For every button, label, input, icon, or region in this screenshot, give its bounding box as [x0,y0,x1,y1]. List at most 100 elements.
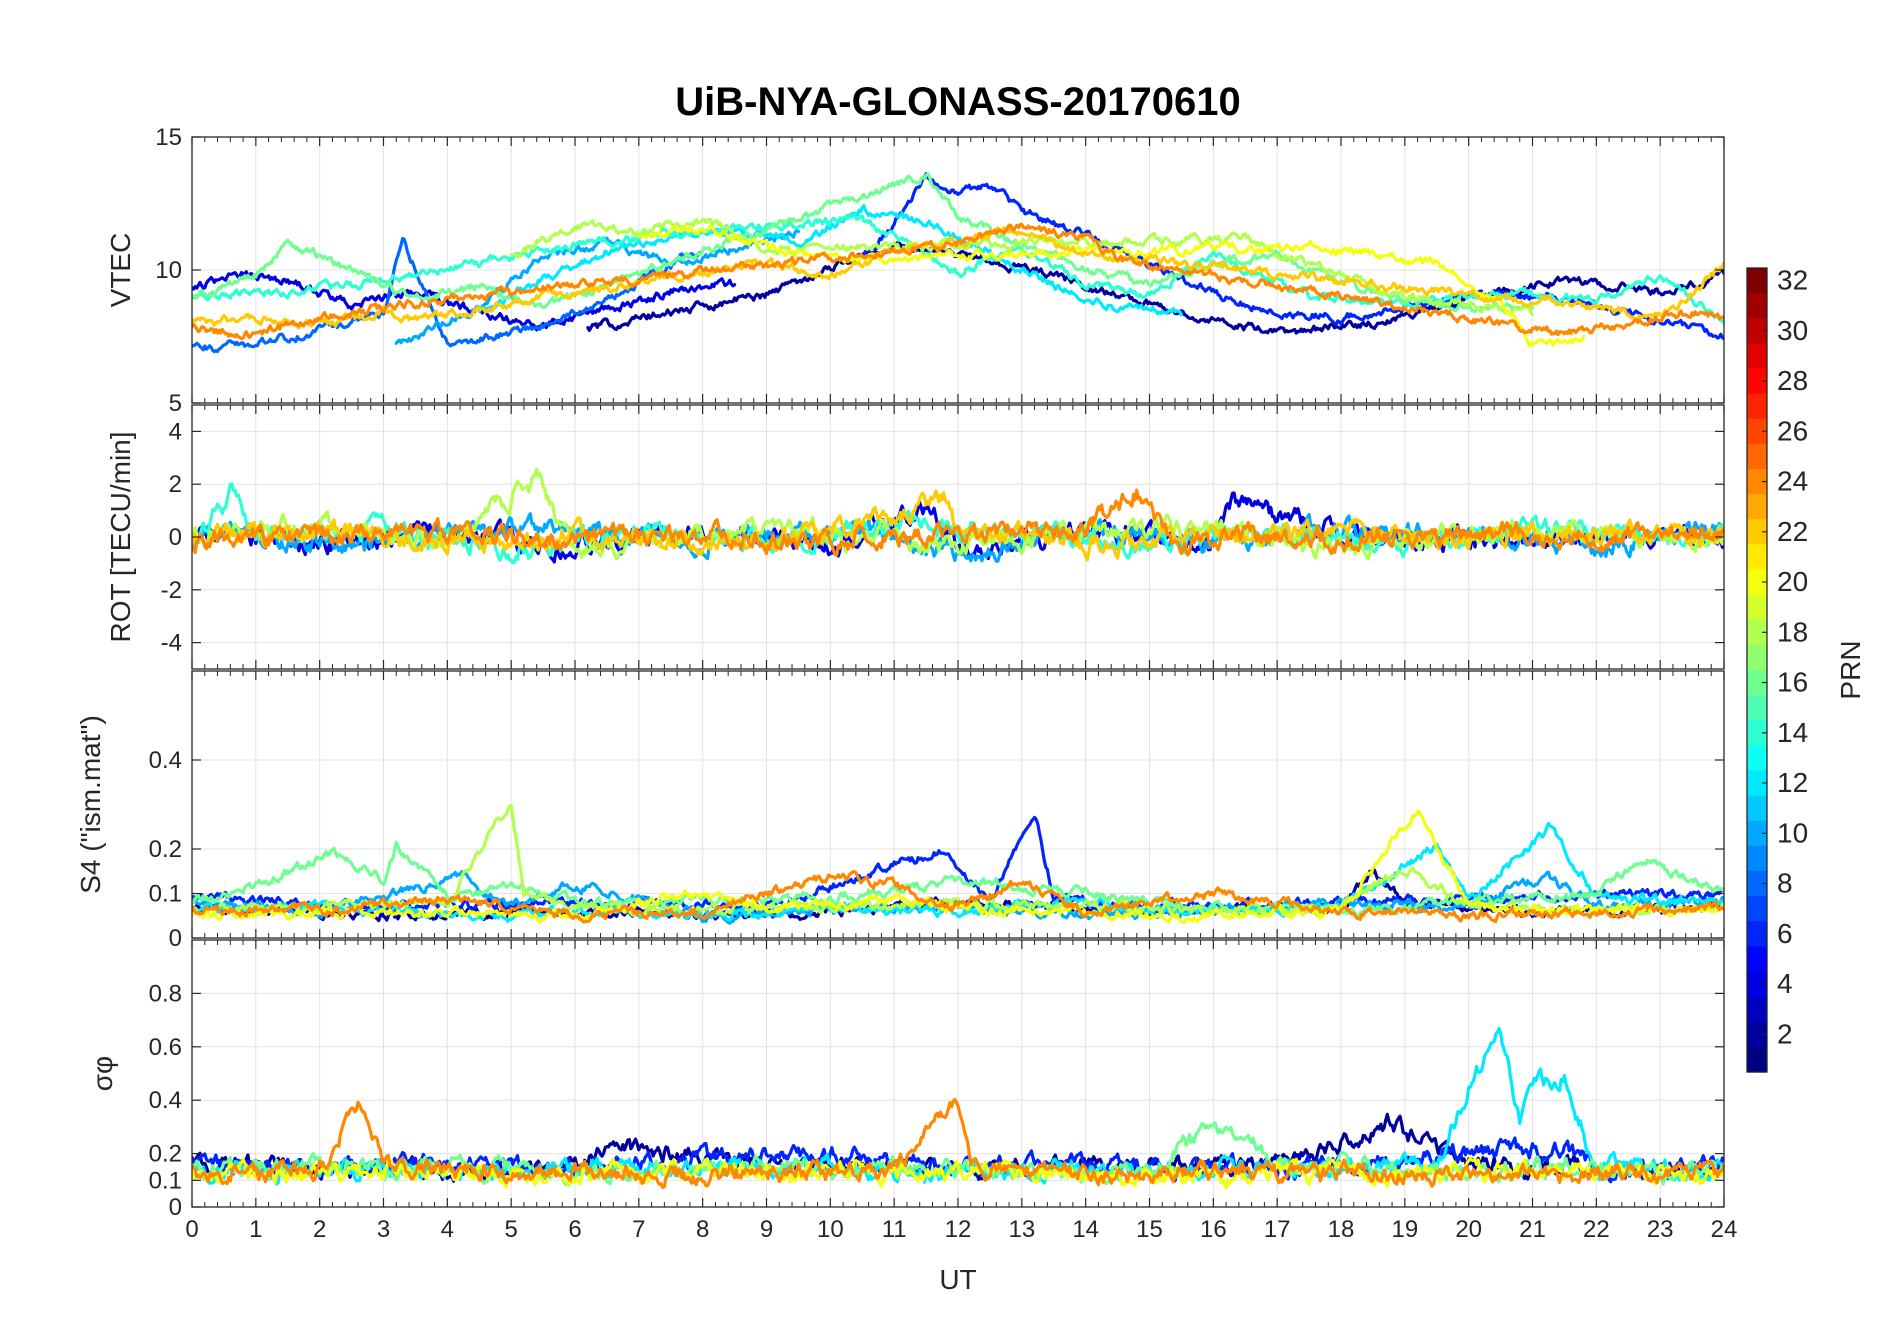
x-tick-label-13: 13 [1008,1216,1035,1243]
series-prn-14-vtec [192,212,1724,326]
y-tick-label-s4-0: 0 [169,925,182,952]
colorbar-swatch-12 [1747,770,1767,797]
colorbar-frame [1746,267,1768,1073]
x-tick-label-17: 17 [1264,1216,1291,1243]
colorbar-tick-label-9: 20 [1777,566,1808,597]
x-tick-label-12: 12 [945,1216,972,1243]
colorbar-swatch-13 [1747,745,1767,772]
x-tick-label-22: 22 [1583,1216,1610,1243]
x-tick-label-5: 5 [504,1216,517,1243]
y-tick-label-rot-0: -4 [161,630,182,657]
series-prn-12-vtec [477,204,1183,317]
series-prn-4-vtec [192,270,737,332]
colorbar-tick-label-10: 22 [1777,516,1808,547]
colorbar-swatch-10 [1747,820,1767,847]
panel-vtec: 5 10 15 VTEC [105,124,1725,417]
x-tick-label-6: 6 [568,1216,581,1243]
colorbar-swatch-6 [1747,921,1767,947]
series-group-sigma-phi [192,1026,1724,1190]
colorbar-tick-label-8: 18 [1777,616,1808,647]
y-tick-label-sigma-phi-4: 0.6 [149,1034,182,1061]
colorbar-swatch-19 [1747,594,1767,621]
series-group-vtec [192,172,1724,354]
colorbar-tick-label-12: 26 [1777,415,1808,446]
y-tick-label-vtec-2: 15 [155,124,182,151]
colorbar-tick-label-14: 30 [1777,315,1808,346]
colorbar-swatch-25 [1747,443,1767,470]
x-tick-label-4: 4 [441,1216,454,1243]
panel-rot: -4 -2 0 2 4 ROT [TECU/min] [105,404,1725,670]
x-tick-label-0: 0 [185,1216,198,1243]
y-tick-label-rot-2: 0 [169,524,182,551]
colorbar-swatch-28 [1747,368,1767,395]
colorbar-swatch-17 [1747,644,1767,671]
colorbar-tick-label-13: 28 [1777,365,1808,396]
x-tick-label-16: 16 [1200,1216,1227,1243]
colorbar-tick-label-6: 14 [1777,717,1808,748]
colorbar-swatch-22 [1747,519,1767,545]
x-tick-label-14: 14 [1072,1216,1099,1243]
colorbar-swatch-8 [1747,871,1767,897]
x-tick-label-9: 9 [760,1216,773,1243]
colorbar-tick-label-4: 10 [1777,817,1808,848]
colorbar-swatch-14 [1747,720,1767,746]
x-tick-label-24: 24 [1711,1216,1738,1243]
x-tick-label-20: 20 [1455,1216,1482,1243]
colorbar-swatch-5 [1747,946,1767,973]
x-tick-label-1: 1 [249,1216,262,1243]
colorbar-tick-label-2: 6 [1777,918,1793,949]
colorbar-swatch-26 [1747,418,1767,445]
x-tick-label-7: 7 [632,1216,645,1243]
colorbar-tick-label-11: 24 [1777,466,1808,497]
colorbar-tick-label-5: 12 [1777,767,1808,798]
y-tick-label-vtec-1: 10 [155,257,182,284]
y-tick-label-sigma-phi-0: 0 [169,1194,182,1221]
series-prn-24-rot [192,488,1724,557]
x-axis-label: UT [939,1264,976,1295]
colorbar-swatch-15 [1747,695,1767,721]
colorbar-tick-label-3: 8 [1777,868,1793,899]
series-prn-2-vtec [586,241,1724,335]
x-tick-label-11: 11 [882,1216,907,1243]
y-tick-label-sigma-phi-2: 0.2 [149,1141,182,1168]
colorbar-swatch-20 [1747,569,1767,596]
y-tick-label-sigma-phi-3: 0.4 [149,1087,182,1114]
colorbar-swatch-29 [1747,343,1767,370]
x-tick-label-15: 15 [1136,1216,1163,1243]
series-prn-8-vtec [192,237,705,354]
x-tick-label-3: 3 [377,1216,390,1243]
y-tick-label-s4-2: 0.2 [149,836,182,863]
x-tick-label-18: 18 [1328,1216,1355,1243]
colorbar-label: PRN [1835,640,1866,699]
y-tick-label-s4-3: 0.4 [149,747,182,774]
series-prn-24-sigma-phi [192,1097,1724,1189]
x-tick-label-19: 19 [1391,1216,1418,1243]
x-tick-label-21: 21 [1519,1216,1546,1243]
colorbar-swatch-2 [1747,1021,1767,1048]
colorbar-swatch-11 [1747,795,1767,822]
panel-sigma-phi: 00.10.2 0.4 0.6 0.8 σφ [87,939,1725,1221]
series-group-rot [192,467,1724,565]
y-tick-label-vtec-0: 5 [169,390,182,417]
colorbar-tick-label-7: 16 [1777,667,1808,698]
colorbar-swatch-3 [1747,996,1767,1023]
y-tick-label-s4-1: 0.1 [149,881,182,908]
colorbar-swatch-27 [1747,393,1767,420]
x-tick-label-2: 2 [313,1216,326,1243]
colorbar-swatch-30 [1747,318,1767,344]
y-axis-label-sigma-phi: σφ [87,1056,118,1091]
colorbar-swatch-31 [1747,293,1767,319]
series-prn-24-s4 [192,869,1724,924]
x-tick-label-10: 10 [817,1216,844,1243]
chart-title: UiB-NYA-GLONASS-20170610 [675,80,1240,124]
y-tick-label-sigma-phi-1: 0.1 [149,1167,182,1194]
y-tick-label-rot-1: -2 [161,577,182,604]
colorbar-swatch-24 [1747,469,1767,495]
colorbar-swatch-21 [1747,544,1767,571]
y-axis-label-vtec: VTEC [105,233,136,308]
y-axis-label-s4: S4 ("ism.mat") [75,715,106,894]
y-tick-label-rot-3: 2 [169,471,182,498]
series-prn-20-vtec [637,224,1586,348]
